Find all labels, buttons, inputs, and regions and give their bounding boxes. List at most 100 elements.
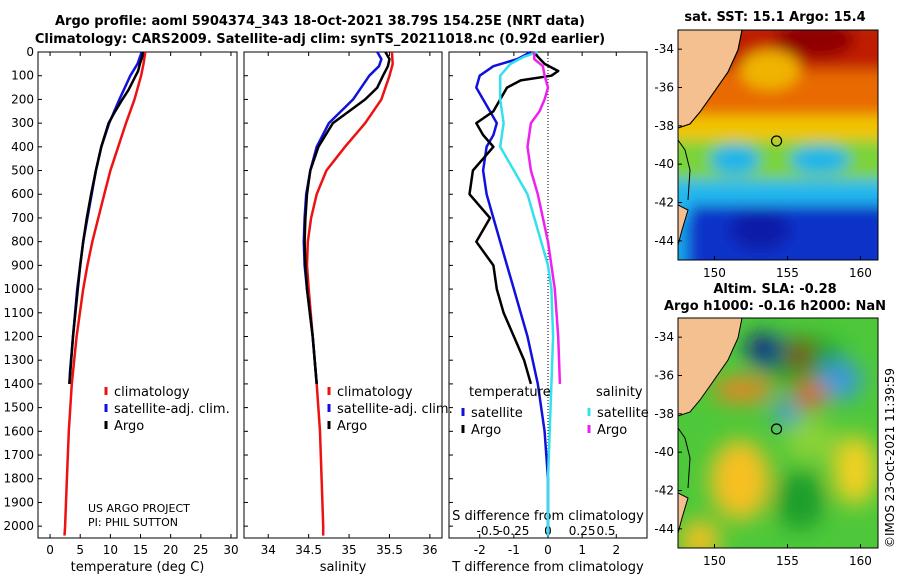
difference-legend-temperature-title: temperature [469,385,551,400]
temperature-xtick-label: 15 [133,543,148,557]
figure-title-line1: Argo profile: aoml 5904374_343 18-Oct-20… [54,14,586,29]
temperature-ytick-label: 900 [11,258,34,272]
salinity-legend-label: Argo [337,419,367,434]
sst-map-xtick-label: 150 [703,266,726,280]
sst-map-frame [677,29,879,261]
temperature-ytick-label: 1300 [3,353,34,367]
sla-map-xtick-label: 155 [776,554,799,568]
difference-xtick-label: -1 [508,543,520,557]
difference-salinity-tick-label: 0.25 [569,524,596,538]
temperature-ytick-label: 1600 [3,424,34,438]
figure-title-line2: Climatology: CARS2009. Satellite-adj cli… [34,32,606,47]
sst-map-xtick-label: 160 [849,266,872,280]
sla-map-ytick-label: -36 [654,369,674,383]
sla-argo-location-marker [770,423,783,435]
temperature-ytick-label: 400 [11,140,34,154]
sst-map-ytick-label: -40 [654,157,674,171]
sst-map-ytick-label: -44 [654,234,674,248]
imos-credit: ©IMOS 23-Oct-2021 11:39:59 [883,367,897,548]
difference-salinity-tick-label: 0.5 [596,524,615,538]
temperature-legend-label: Argo [114,419,144,434]
temperature-ytick-label: 1500 [3,401,34,415]
difference-legend-salinity-title: salinity [596,385,643,400]
sla-map-xtick-label: 150 [703,554,726,568]
temperature-annotation: PI: PHIL SUTTON [88,516,178,529]
salinity-xtick-label: 34 [261,543,276,557]
temperature-ytick-label: 1100 [3,306,34,320]
temperature-series-satellite-adj-clim- [68,51,143,384]
temperature-xtick-label: 0 [46,543,54,557]
difference-xtick-label: 2 [612,543,620,557]
temperature-series-argo [68,51,145,384]
difference-xtick-label: 0 [544,543,552,557]
difference-legend-label: Argo [597,423,627,438]
sla-map-ytick-label: -38 [654,407,674,421]
temperature-frame [37,51,238,539]
difference-salinity-tick-label: -0.25 [498,524,529,538]
temperature-ytick-label: 100 [11,69,34,83]
temperature-xtick-label: 5 [76,543,84,557]
panel-salinity: 34 34.5 35 35.5 36 salinity climatology satelli… [243,51,453,575]
difference-xtick-label: -2 [474,543,486,557]
salinity-series-climatology [305,51,394,536]
difference-legend-label: satellite [597,406,649,421]
temperature-ytick-label: 1400 [3,377,34,391]
temperature-legend-label: climatology [114,385,190,400]
salinity-frame [243,51,443,539]
salinity-xtick-label: 34.5 [295,543,322,557]
temperature-ytick-label: 1800 [3,472,34,486]
salinity-xlabel: salinity [320,560,367,575]
sla-map-title: Altim. SLA: -0.28 [713,282,837,297]
temperature-ytick-label: 200 [11,92,34,106]
sla-map-ytick-label: -42 [654,484,674,498]
difference-series-t-argo [468,51,560,385]
sst-map-xtick-label: 155 [776,266,799,280]
temperature-ytick-label: 0 [26,45,34,59]
difference-legend: temperature salinity satellite Argo satellit… [461,385,649,438]
sst-map-ytick-label: -34 [654,42,674,56]
salinity-xtick-label: 35.5 [376,543,403,557]
temperature-ytick-label: 1200 [3,329,34,343]
temperature-ytick-label: 1000 [3,282,34,296]
temperature-ytick-label: 600 [11,187,34,201]
salinity-legend: climatology satellite-adj. clim. Argo [327,385,453,434]
panel-temperature: 0 5 10 15 20 25 300100200300400500600700800900… [3,45,238,575]
difference-series-s-satellite [498,50,555,536]
sst-map-ytick-label: -42 [654,196,674,210]
difference-legend-label: Argo [471,423,501,438]
temperature-series-climatology [63,51,147,536]
salinity-xtick-label: 35 [341,543,356,557]
temperature-ytick-label: 1700 [3,448,34,462]
difference-series-s-argo [526,52,562,384]
temperature-ytick-label: 300 [11,116,34,130]
sst-map-ytick-label: -38 [654,119,674,133]
sla-map-frame [677,317,879,549]
temperature-ytick-label: 2000 [3,519,34,533]
temperature-xtick-label: 20 [163,543,178,557]
salinity-series-satellite-adj-clim- [302,51,383,385]
difference-salinity-tick-label: -0.5 [477,524,500,538]
sla-map-ytick-label: -44 [654,522,674,536]
temperature-ytick-label: 700 [11,211,34,225]
sla-map-ytick-label: -34 [654,330,674,344]
difference-xlabel: T difference from climatology [451,560,644,575]
difference-series-t-satellite [475,50,550,536]
temperature-xtick-label: 30 [223,543,238,557]
salinity-legend-label: satellite-adj. clim. [337,402,453,417]
temperature-ytick-label: 1900 [3,495,34,509]
temperature-legend-label: satellite-adj. clim. [114,402,230,417]
temperature-ytick-label: 800 [11,235,34,249]
argo-height-title: Argo h1000: -0.16 h2000: NaN [663,299,887,314]
sst-map-ytick-label: -36 [654,81,674,95]
temperature-legend: climatology satellite-adj. clim. Argo [104,385,230,434]
difference-xtick-label: 1 [578,543,586,557]
sst-map [677,29,879,261]
sla-map-ytick-label: -40 [654,445,674,459]
sst-map-title: sat. SST: 15.1 Argo: 15.4 [684,10,866,25]
salinity-xtick-label: 36 [422,543,437,557]
sla-map [677,317,879,549]
temperature-xtick-label: 10 [103,543,118,557]
sla-map-xtick-label: 160 [849,554,872,568]
salinity-series-argo [303,51,391,385]
